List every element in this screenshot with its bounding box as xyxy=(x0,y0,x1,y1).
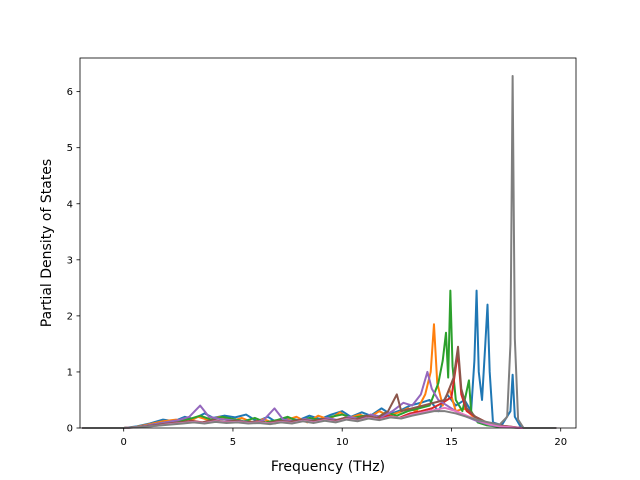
y-tick-label: 5 xyxy=(67,143,73,154)
y-tick-label: 2 xyxy=(67,311,73,322)
y-axis-ticks: 0 1 2 3 4 5 6 xyxy=(67,87,80,435)
x-tick-label: 5 xyxy=(230,437,236,448)
x-tick-label: 10 xyxy=(336,437,349,448)
x-axis-label: Frequency (THz) xyxy=(271,459,385,475)
y-tick-label: 4 xyxy=(67,199,73,210)
x-tick-label: 20 xyxy=(554,437,567,448)
series-layer xyxy=(82,74,557,429)
series-line-8 xyxy=(82,74,557,429)
series-line-3 xyxy=(82,289,557,429)
plot-frame xyxy=(79,57,577,429)
y-tick-label: 1 xyxy=(67,367,73,378)
y-tick-label: 0 xyxy=(67,424,73,435)
y-tick-label: 6 xyxy=(67,87,73,98)
series-line-5 xyxy=(82,370,557,429)
y-tick-label: 3 xyxy=(67,255,73,266)
y-axis-label: Partial Density of States xyxy=(39,159,55,327)
x-axis-ticks: 0 5 10 15 20 xyxy=(121,428,567,448)
x-tick-label: 15 xyxy=(445,437,458,448)
x-tick-label: 0 xyxy=(121,437,127,448)
